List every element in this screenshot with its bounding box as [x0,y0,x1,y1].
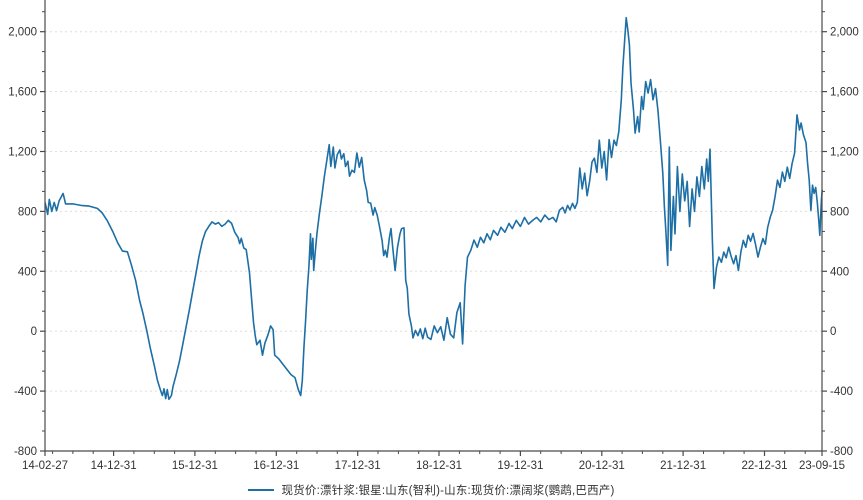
x-axis-label: 15-12-31 [172,460,218,472]
y-axis-label-left: 2,000 [8,27,37,39]
x-axis-label: 18-12-31 [416,460,462,472]
y-axis-label-left: 0 [31,326,37,338]
y-axis-label-right: 400 [830,266,849,278]
x-axis-label: 21-12-31 [660,460,706,472]
y-axis-label-left: 400 [18,266,37,278]
x-axis-label: 22-12-31 [741,460,787,472]
x-axis-label: 14-02-27 [22,460,68,472]
y-axis-label-left: -400 [14,386,37,398]
y-axis-label-left: -800 [14,446,37,458]
y-axis-label-right: 2,000 [830,27,859,39]
y-axis-label-left: 800 [18,206,37,218]
y-axis-label-right: 800 [830,206,849,218]
y-axis-label-right: 1,600 [830,87,859,99]
x-axis-label: 14-12-31 [91,460,137,472]
y-axis-label-left: 1,200 [8,146,37,158]
legend-series-label: 现货价:漂针浆:银星:山东(智利)-山东:现货价:漂阔浆(鹦鹉,巴西产) [281,485,615,497]
x-axis-label: 17-12-31 [335,460,381,472]
x-axis-label: 19-12-31 [497,460,543,472]
chart-legend[interactable]: 现货价:漂针浆:银星:山东(智利)-山东:现货价:漂阔浆(鹦鹉,巴西产) [0,481,863,499]
x-axis-label: 23-09-15 [799,460,845,472]
y-axis-label-left: 1,600 [8,87,37,99]
y-axis-label-right: -800 [830,446,853,458]
y-axis-label-right: 0 [830,326,836,338]
price-spread-series-line [44,16,824,401]
y-axis-label-right: 1,200 [830,146,859,158]
x-axis-label: 20-12-31 [579,460,625,472]
x-axis-label: 16-12-31 [253,460,299,472]
y-axis-label-right: -400 [830,386,853,398]
legend-line-marker [248,489,275,491]
